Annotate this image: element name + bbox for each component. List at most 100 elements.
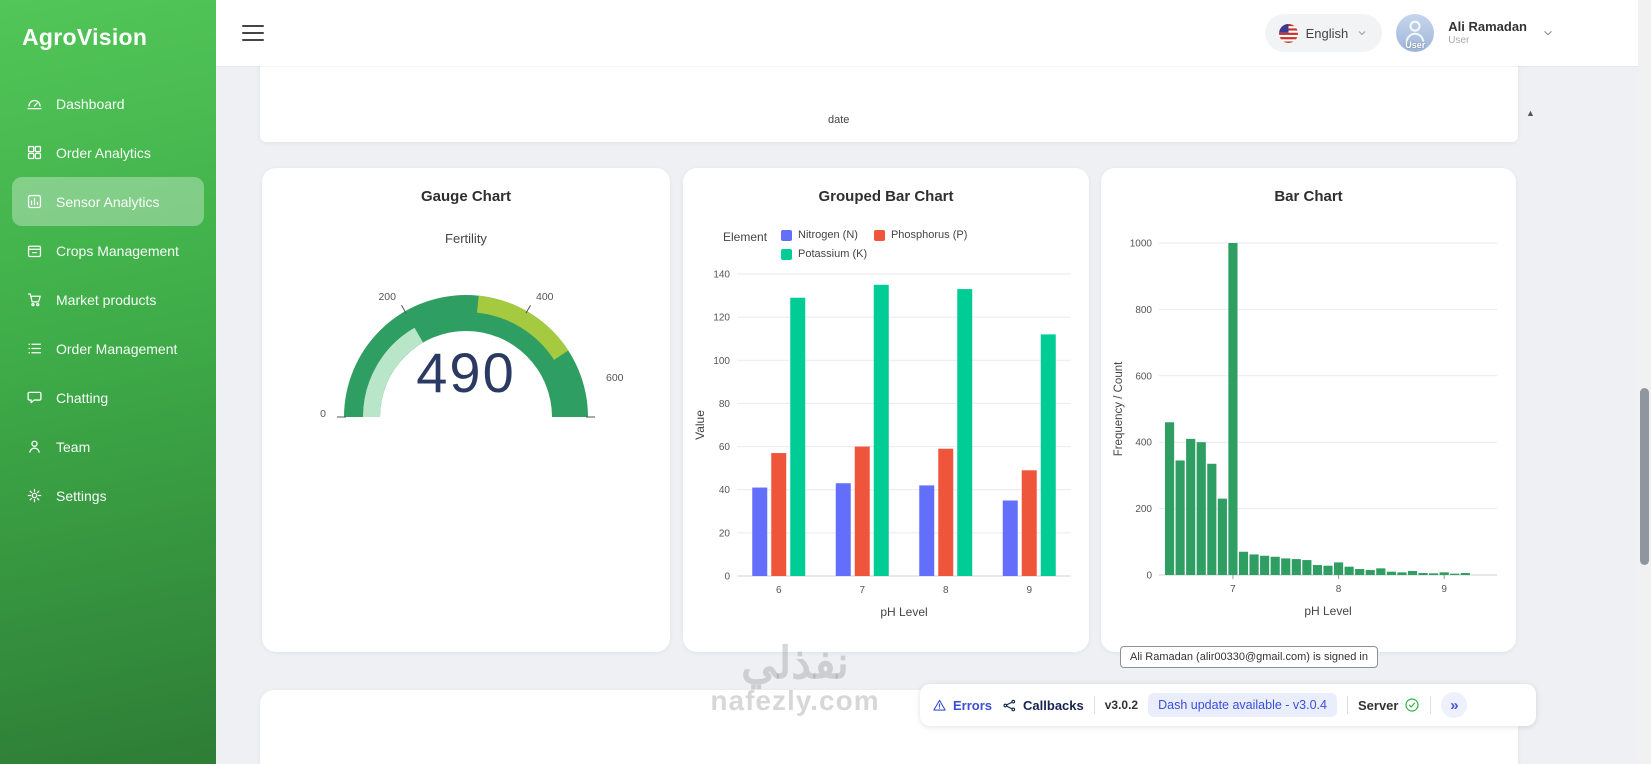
x-axis-label-date: date [827, 114, 850, 126]
sidebar-item-dashboard[interactable]: Dashboard [12, 79, 204, 128]
svg-text:0: 0 [320, 408, 326, 420]
dashboard-icon [26, 95, 43, 112]
user-menu-chevron-down-icon[interactable] [1541, 26, 1555, 40]
svg-text:pH Level: pH Level [1304, 604, 1351, 618]
dash-update-link[interactable]: Dash update available - v3.0.4 [1148, 693, 1337, 717]
gauge-chart-svg: 0 200 400 600 490 Fertility [320, 231, 624, 420]
bar-chart-svg: 0 200 400 600 800 1000 7 8 9 pH Level Frequency / … [1113, 239, 1497, 618]
sidebar-item-label: Crops Management [56, 242, 179, 259]
svg-text:60: 60 [719, 442, 731, 453]
legend-label: Phosphorus (P) [890, 229, 968, 241]
scrollbar-thumb[interactable] [1640, 388, 1649, 565]
scroll-up-arrow[interactable]: ▲ [1526, 108, 1535, 118]
devtools-collapse-button[interactable]: » [1441, 692, 1468, 718]
errors-button[interactable]: Errors [932, 698, 992, 713]
sidebar-item-market-products[interactable]: Market products [12, 275, 204, 324]
user-name: Ali Ramadan [1448, 18, 1527, 34]
divider [1430, 696, 1432, 714]
sidebar-item-crops-management[interactable]: Crops Management [12, 226, 204, 275]
legend-item[interactable]: Potassium (K) [781, 248, 867, 260]
sidebar-item-label: Settings [56, 487, 107, 504]
sidebar-item-chatting[interactable]: Chatting [12, 373, 204, 422]
dash-devtools-bar: Errors Callbacks v3.0.2 Dash update avai… [920, 684, 1536, 726]
svg-text:600: 600 [606, 372, 624, 384]
legend-swatch [781, 248, 793, 260]
server-status[interactable]: Server [1358, 697, 1420, 713]
warning-icon [932, 698, 947, 713]
svg-text:9: 9 [1441, 584, 1447, 595]
server-label: Server [1357, 697, 1399, 713]
topbar: English User Ali Ramadan User [216, 0, 1651, 66]
svg-text:9: 9 [1026, 585, 1032, 596]
brand-logo: AgroVision [22, 24, 148, 50]
callbacks-button[interactable]: Callbacks [1002, 698, 1084, 713]
avatar-label: User [1405, 40, 1426, 50]
gauge-chart-card: Gauge Chart 0 200 400 600 490 Fertility [262, 168, 670, 652]
svg-text:400: 400 [536, 291, 554, 303]
sidebar-item-label: Order Analytics [56, 144, 151, 161]
market-products-icon [26, 291, 43, 308]
bar-chart-card: Bar Chart 0 200 400 600 800 1000 7 8 9 pH Level Fr… [1101, 168, 1516, 652]
us-flag-icon [1278, 23, 1298, 43]
bar-chart-title: Bar Chart [1274, 188, 1343, 205]
check-icon [1404, 697, 1420, 713]
svg-text:140: 140 [713, 270, 730, 281]
svg-text:490: 490 [416, 341, 515, 404]
grouped-legend-items: Nitrogen (N) Phosphorus (P) Potassium (K) [781, 229, 1011, 260]
callbacks-icon [1002, 698, 1017, 713]
svg-text:8: 8 [1335, 584, 1341, 595]
chart-legend: Element Nitrogen (N) Phosphorus (P) Potass… [723, 229, 1089, 260]
language-selector[interactable]: English [1264, 14, 1383, 52]
sidebar-item-label: Dashboard [56, 95, 125, 112]
legend-item[interactable]: Phosphorus (P) [873, 229, 968, 241]
divider [1346, 696, 1348, 714]
sidebar-item-label: Team [56, 438, 91, 455]
svg-text:7: 7 [859, 585, 865, 596]
gauge-chart-title: Gauge Chart [420, 188, 511, 205]
svg-text:80: 80 [719, 399, 731, 410]
avatar[interactable]: User [1396, 14, 1435, 52]
legend-item[interactable]: Nitrogen (N) [781, 229, 858, 241]
svg-text:6: 6 [776, 585, 782, 596]
svg-text:Frequency / Count: Frequency / Count [1113, 361, 1125, 456]
legend-label: Nitrogen (N) [798, 229, 858, 241]
svg-text:8: 8 [943, 585, 949, 596]
user-menu[interactable]: Ali Ramadan User [1448, 19, 1527, 48]
svg-text:20: 20 [719, 528, 731, 539]
dash-version: v3.0.2 [1104, 698, 1139, 712]
sidebar-item-order-analytics[interactable]: Order Analytics [12, 128, 204, 177]
sidebar-item-team[interactable]: Team [12, 422, 204, 471]
topbar-right-cluster: English User Ali Ramadan User [1264, 14, 1651, 52]
order-analytics-icon [26, 144, 43, 161]
svg-text:800: 800 [1135, 305, 1152, 316]
legend-swatch [781, 229, 793, 241]
sidebar-item-label: Market products [56, 291, 157, 308]
svg-text:pH Level: pH Level [880, 605, 927, 619]
svg-text:1000: 1000 [1129, 239, 1152, 250]
menu-toggle-button[interactable] [242, 25, 264, 41]
settings-icon [26, 487, 43, 504]
svg-text:40: 40 [719, 485, 731, 496]
legend-label: Potassium (K) [798, 248, 868, 260]
chatting-icon [26, 389, 43, 406]
signed-in-tooltip: Ali Ramadan (alir00330@gmail.com) is sig… [1120, 646, 1378, 668]
svg-text:0: 0 [1146, 571, 1152, 582]
user-role: User [1448, 34, 1470, 46]
sidebar: AgroVision Dashboard Order Analytics Senso… [0, 0, 216, 764]
svg-text:600: 600 [1135, 371, 1152, 382]
sidebar-item-sensor-analytics[interactable]: Sensor Analytics [12, 177, 204, 226]
language-label: English [1305, 25, 1349, 41]
svg-text:100: 100 [713, 356, 730, 367]
grouped-bar-chart-card: Grouped Bar Chart Element Nitrogen (N) Ph… [683, 168, 1089, 652]
callbacks-label: Callbacks [1023, 697, 1084, 713]
svg-text:0: 0 [724, 572, 730, 583]
team-icon [26, 438, 43, 455]
sidebar-item-order-management[interactable]: Order Management [12, 324, 204, 373]
svg-text:120: 120 [713, 313, 730, 324]
window-scrollbar [1638, 0, 1651, 764]
sidebar-item-settings[interactable]: Settings [12, 471, 204, 520]
sidebar-item-label: Sensor Analytics [56, 193, 160, 210]
legend-title: Element [723, 230, 768, 244]
sensor-analytics-icon [26, 193, 43, 210]
sidebar-item-label: Chatting [56, 389, 109, 406]
